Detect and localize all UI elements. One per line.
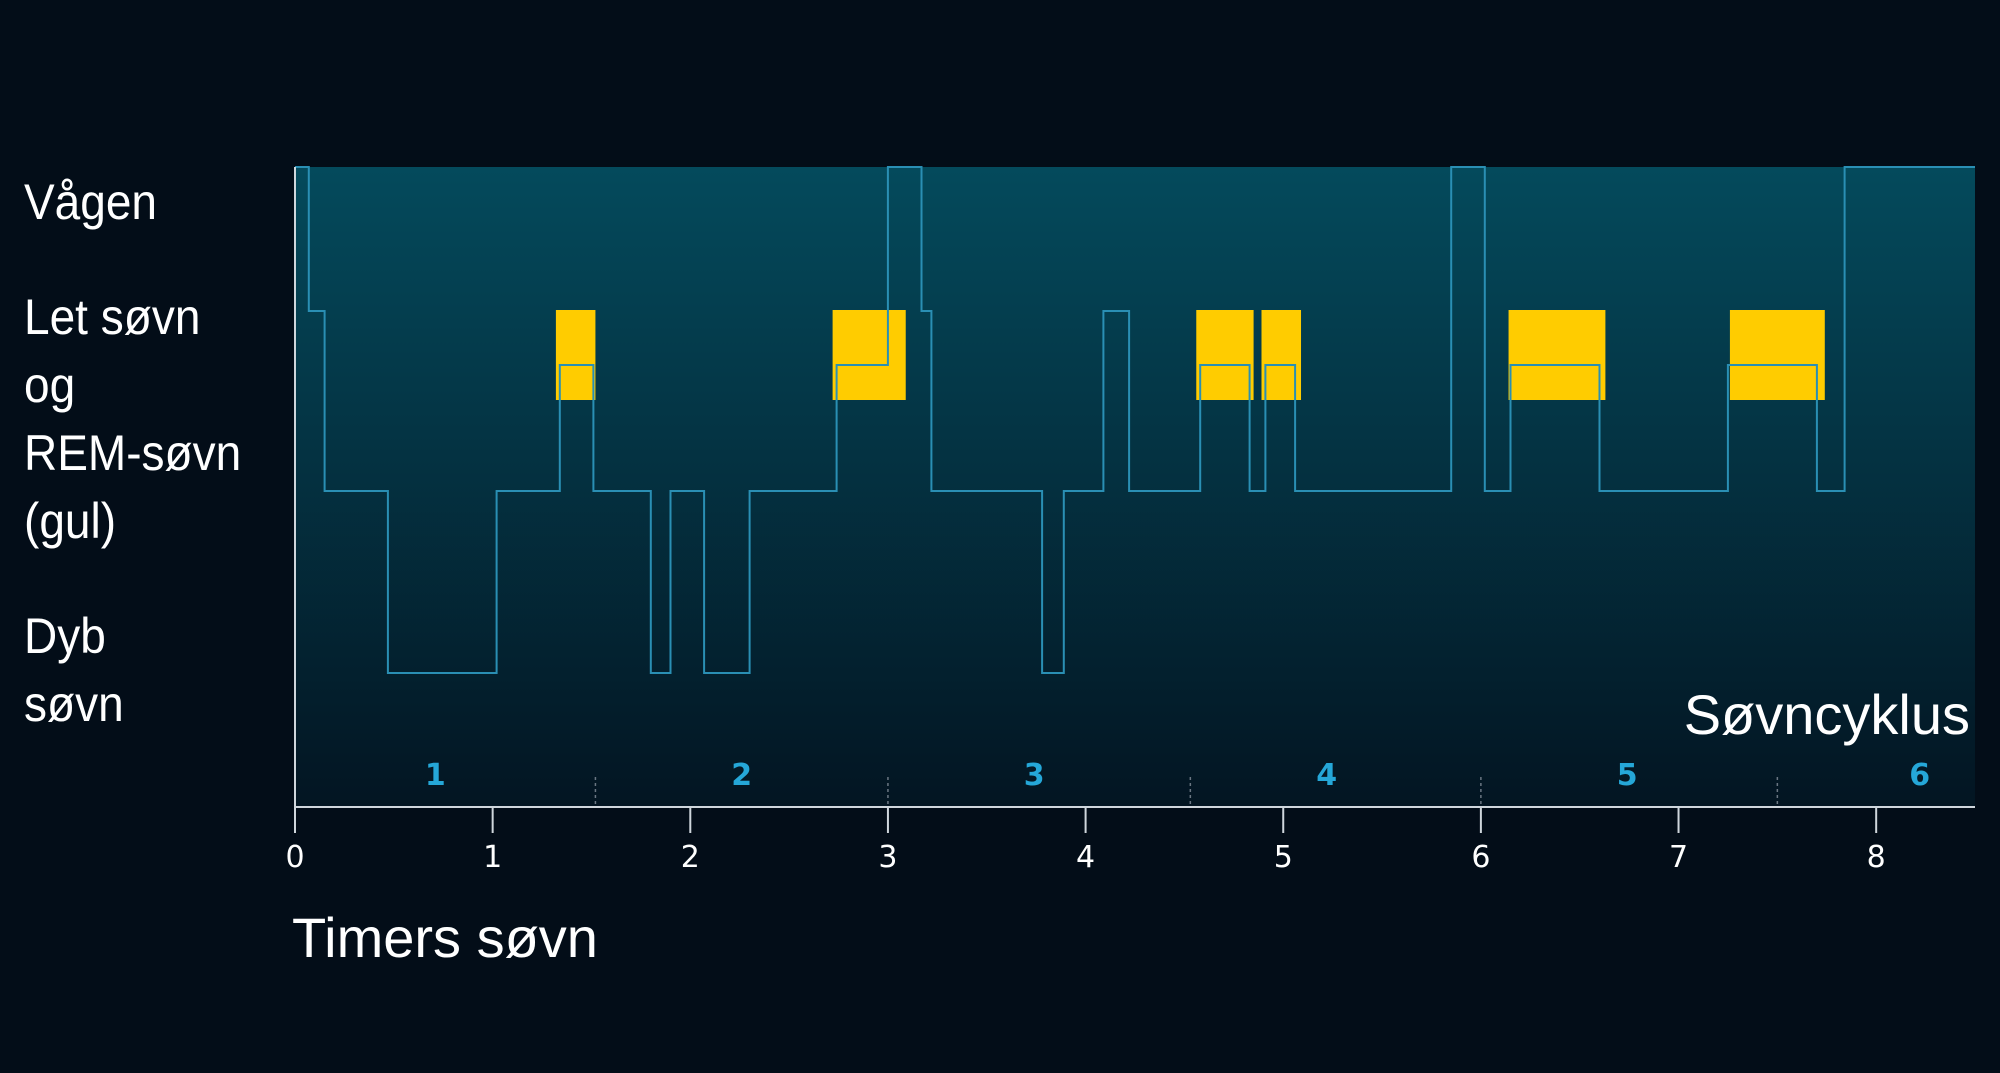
hypnogram-line (295, 166, 1975, 674)
cycle-label-1: 1 (425, 758, 446, 793)
y-label-awake: Vågen (24, 168, 157, 236)
y-label-deep: Dyb søvn (24, 602, 124, 738)
rem-period-1 (555, 310, 596, 400)
y-label-light-line-3: REM-søvn (24, 425, 242, 481)
x-tick-label-0: 0 (285, 840, 304, 875)
cycle-label-5: 5 (1617, 758, 1638, 793)
y-label-deep-line-1: Dyb (24, 608, 106, 664)
cycle-label-6: 6 (1909, 758, 1930, 793)
rem-period-5 (1508, 310, 1606, 400)
x-tick-label-5: 5 (1274, 840, 1293, 875)
y-label-light-line-1: Let søvn (24, 289, 201, 345)
x-axis-title: Timers søvn (292, 906, 598, 969)
x-tick-label-1: 1 (483, 840, 502, 875)
cycle-label-4: 4 (1316, 758, 1337, 793)
x-tick-label-6: 6 (1471, 840, 1490, 875)
cycle-label-3: 3 (1024, 758, 1045, 793)
y-label-light-line-4: (gul) (24, 493, 117, 549)
chart-background-band (295, 167, 1975, 807)
rem-period-3 (1196, 310, 1254, 400)
cycle-label-2: 2 (731, 758, 752, 793)
y-label-deep-line-2: søvn (24, 676, 124, 732)
x-tick-label-8: 8 (1867, 840, 1886, 875)
y-label-light-line-2: og (24, 357, 76, 413)
cycle-axis-title: Søvncyklus (1683, 683, 1970, 746)
y-label-light-rem: Let søvn og REM-søvn (gul) (24, 283, 241, 555)
sleep-cycles: 1 2 3 4 5 6 (425, 758, 1930, 807)
x-tick-label-7: 7 (1669, 840, 1688, 875)
x-axis-ticks: 0 1 2 3 4 5 6 7 8 (285, 807, 1886, 875)
x-tick-label-2: 2 (681, 840, 700, 875)
x-tick-label-3: 3 (878, 840, 897, 875)
y-label-awake-line: Vågen (24, 174, 158, 230)
rem-periods (555, 310, 1825, 400)
x-tick-label-4: 4 (1076, 840, 1095, 875)
rem-period-6 (1729, 310, 1825, 400)
rem-period-2 (832, 310, 906, 400)
